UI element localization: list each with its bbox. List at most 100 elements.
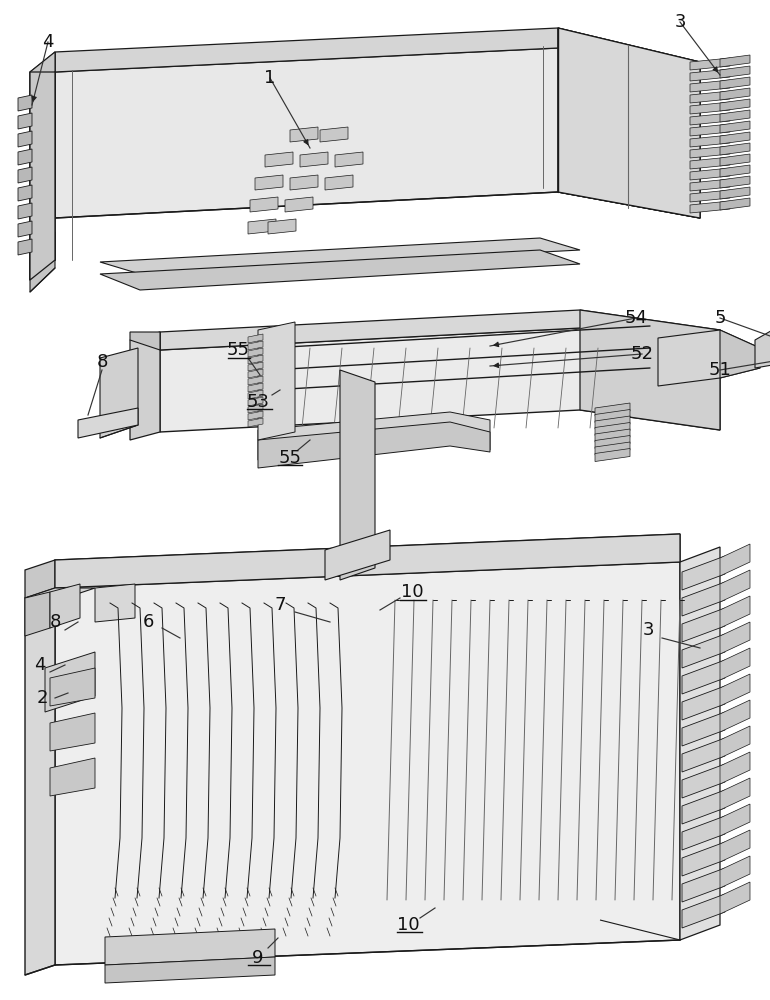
Polygon shape — [55, 28, 700, 82]
Polygon shape — [720, 121, 750, 133]
Polygon shape — [130, 332, 160, 440]
Text: 4: 4 — [42, 33, 54, 51]
Polygon shape — [55, 48, 700, 218]
Text: 3: 3 — [642, 621, 654, 639]
Text: 55: 55 — [279, 449, 302, 467]
Polygon shape — [45, 652, 95, 712]
Polygon shape — [50, 758, 95, 796]
Polygon shape — [268, 219, 296, 234]
Polygon shape — [595, 416, 630, 429]
Text: 10: 10 — [400, 583, 424, 601]
Polygon shape — [690, 157, 730, 169]
Text: 9: 9 — [253, 949, 264, 967]
Text: 1: 1 — [264, 69, 276, 87]
Polygon shape — [55, 534, 680, 588]
Polygon shape — [690, 80, 730, 92]
Text: 8: 8 — [49, 613, 61, 631]
Polygon shape — [682, 764, 725, 798]
Polygon shape — [30, 72, 55, 280]
Polygon shape — [340, 370, 375, 580]
Polygon shape — [682, 868, 725, 902]
Polygon shape — [682, 608, 725, 642]
Polygon shape — [290, 127, 318, 142]
Polygon shape — [690, 58, 730, 70]
Polygon shape — [18, 167, 32, 183]
Polygon shape — [248, 404, 263, 413]
Polygon shape — [25, 588, 95, 598]
Polygon shape — [50, 584, 80, 628]
Polygon shape — [690, 168, 730, 180]
Text: 5: 5 — [715, 309, 726, 327]
Polygon shape — [720, 66, 750, 78]
Polygon shape — [720, 830, 750, 862]
Polygon shape — [55, 534, 680, 588]
Polygon shape — [690, 201, 730, 213]
Polygon shape — [25, 592, 50, 636]
Polygon shape — [100, 238, 580, 274]
Polygon shape — [95, 584, 135, 622]
Polygon shape — [300, 152, 328, 167]
Polygon shape — [18, 95, 32, 111]
Polygon shape — [720, 154, 750, 166]
Polygon shape — [682, 894, 725, 928]
Polygon shape — [30, 52, 55, 280]
Polygon shape — [720, 99, 750, 111]
Polygon shape — [720, 198, 750, 210]
Polygon shape — [595, 422, 630, 436]
Polygon shape — [55, 562, 680, 965]
Polygon shape — [25, 588, 55, 975]
Polygon shape — [248, 411, 263, 420]
Polygon shape — [720, 544, 750, 576]
Polygon shape — [720, 622, 750, 654]
Polygon shape — [720, 752, 750, 784]
Polygon shape — [18, 149, 32, 165]
Polygon shape — [335, 152, 363, 167]
Polygon shape — [682, 842, 725, 876]
Polygon shape — [248, 383, 263, 392]
Polygon shape — [325, 175, 353, 190]
Polygon shape — [105, 929, 275, 965]
Text: 6: 6 — [142, 613, 154, 631]
Polygon shape — [682, 712, 725, 746]
Polygon shape — [595, 442, 630, 455]
Polygon shape — [30, 72, 55, 280]
Polygon shape — [248, 418, 263, 427]
Polygon shape — [690, 190, 730, 202]
Polygon shape — [558, 28, 700, 218]
Polygon shape — [248, 348, 263, 357]
Polygon shape — [720, 648, 750, 680]
Polygon shape — [682, 686, 725, 720]
Polygon shape — [682, 790, 725, 824]
Polygon shape — [325, 530, 390, 580]
Polygon shape — [720, 596, 750, 628]
Polygon shape — [30, 232, 55, 292]
Polygon shape — [258, 422, 490, 468]
Polygon shape — [720, 330, 760, 378]
Polygon shape — [690, 179, 730, 191]
Polygon shape — [720, 700, 750, 732]
Polygon shape — [558, 28, 700, 218]
Polygon shape — [720, 55, 750, 67]
Polygon shape — [720, 110, 750, 122]
Polygon shape — [682, 556, 725, 590]
Polygon shape — [690, 102, 730, 114]
Polygon shape — [248, 390, 263, 399]
Polygon shape — [720, 77, 750, 89]
Polygon shape — [595, 436, 630, 448]
Polygon shape — [18, 185, 32, 201]
Text: 7: 7 — [274, 596, 286, 614]
Polygon shape — [755, 320, 770, 368]
Polygon shape — [690, 91, 730, 103]
Text: 10: 10 — [397, 916, 420, 934]
Polygon shape — [18, 203, 32, 219]
Polygon shape — [78, 408, 138, 438]
Text: 53: 53 — [246, 393, 270, 411]
Polygon shape — [595, 410, 630, 422]
Polygon shape — [18, 131, 32, 147]
Polygon shape — [50, 668, 95, 706]
Polygon shape — [682, 816, 725, 850]
Polygon shape — [248, 362, 263, 371]
Polygon shape — [690, 146, 730, 158]
Polygon shape — [595, 448, 630, 462]
Polygon shape — [720, 165, 750, 177]
